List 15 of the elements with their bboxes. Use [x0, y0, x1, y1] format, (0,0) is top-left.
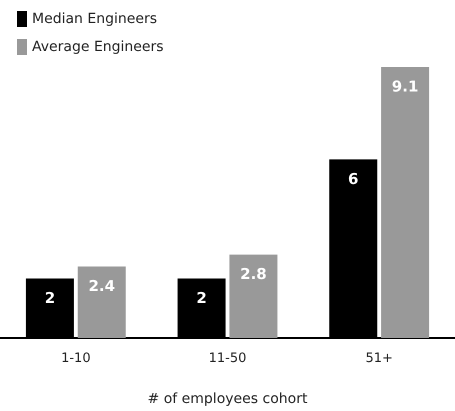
x-tick-label: 51+	[365, 351, 393, 366]
data-label: 6	[348, 170, 358, 188]
data-label: 2	[196, 288, 207, 307]
data-label: 2.8	[240, 265, 267, 284]
x-tick-label: 11-50	[208, 351, 246, 366]
x-axis-title: # of employees cohort	[148, 391, 308, 407]
legend-label: Average Engineers	[32, 39, 164, 55]
data-label: 2	[44, 288, 56, 307]
bar	[229, 254, 278, 338]
bar	[381, 67, 430, 338]
data-label: 9.1	[392, 78, 418, 96]
legend-label: Median Engineers	[32, 11, 158, 27]
bar	[78, 266, 126, 338]
data-label: 2.4	[88, 277, 116, 296]
x-tick-label: 1-10	[61, 351, 91, 366]
